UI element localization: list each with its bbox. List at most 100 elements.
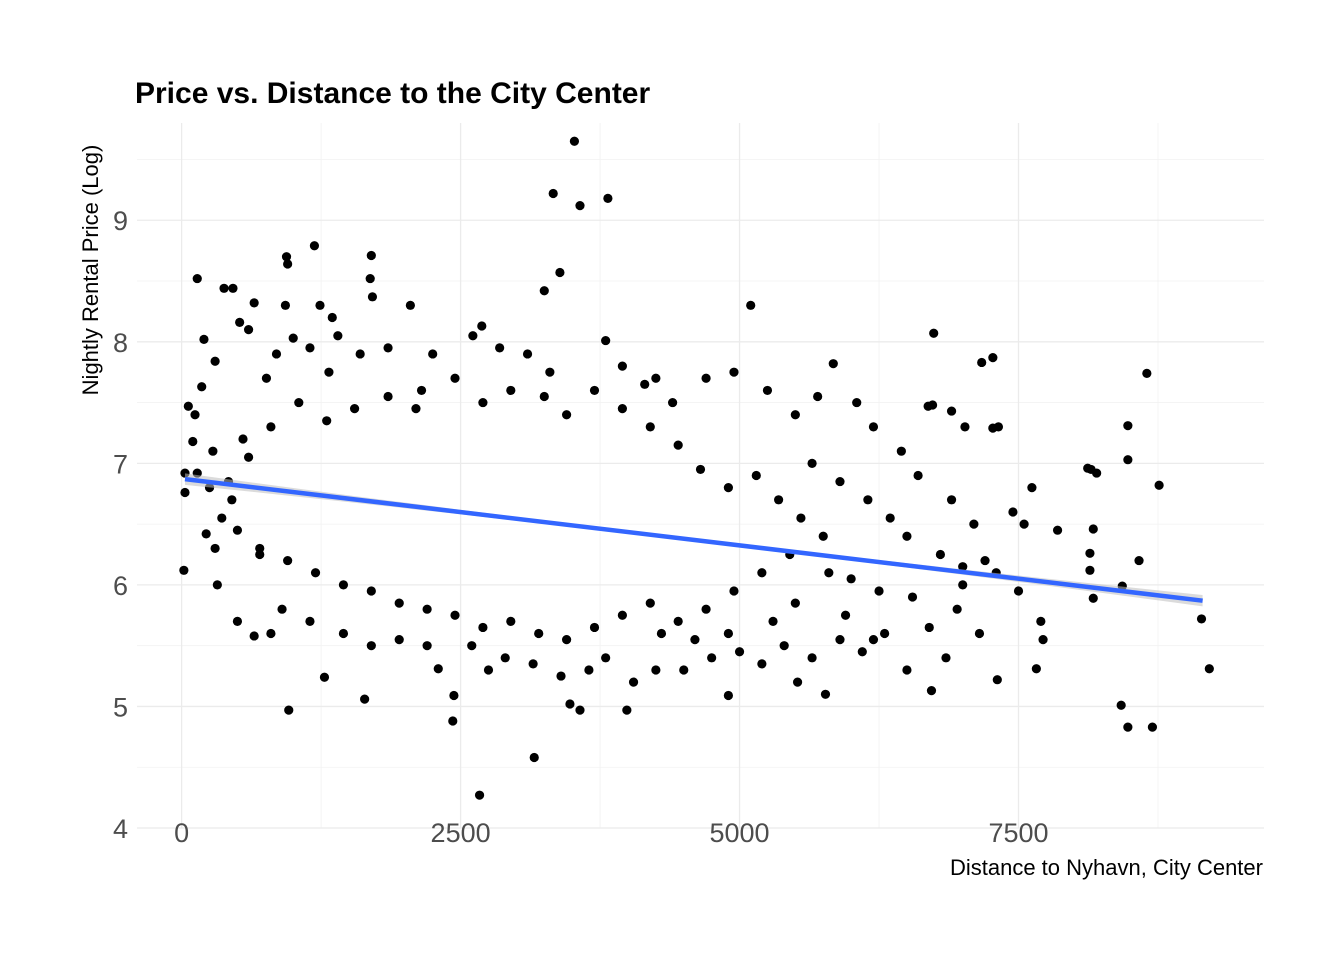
data-point [701,604,711,614]
data-point [779,641,789,651]
data-point [288,333,298,343]
x-tick-label: 0 [174,818,189,848]
data-point [813,391,823,402]
trend-line [184,476,1203,603]
data-point [707,653,717,663]
data-point [305,616,315,626]
data-point [645,598,655,608]
data-point [969,519,979,529]
data-point [506,385,516,396]
data-point [319,672,330,682]
data-point [333,331,343,341]
data-point [1085,565,1095,575]
data-point [433,664,443,674]
data-point [941,653,951,663]
data-point [1036,616,1046,626]
data-point [284,705,294,715]
data-point [857,647,867,657]
data-point [450,610,460,620]
data-point [280,300,291,310]
data-point [751,470,761,481]
data-point [896,446,906,456]
data-point [673,440,683,450]
data-point [1086,464,1096,475]
chart-title: Price vs. Distance to the City Center [135,77,650,110]
data-point [640,379,650,389]
data-point [367,292,378,302]
data-point [192,273,202,284]
data-point [645,422,655,432]
data-point [1088,593,1098,603]
data-point [338,628,349,639]
data-point [846,574,856,584]
data-point [723,483,733,493]
data-point [695,464,706,475]
data-point [980,555,990,566]
data-point [820,689,831,699]
data-point [835,476,845,487]
data-point [673,616,683,626]
data-point [277,604,287,614]
data-point [548,188,558,199]
data-point [1085,548,1095,558]
data-point [935,549,946,560]
data-point [874,586,884,596]
data-point [190,410,200,420]
data-point [249,631,259,641]
data-point [840,610,851,620]
data-point [366,250,376,261]
data-point [238,434,248,444]
data-point [1123,455,1133,465]
x-tick-label: 2500 [431,818,491,848]
x-tick-label: 5000 [710,818,770,848]
data-point [913,470,923,481]
data-point [483,665,494,675]
data-point [210,356,220,366]
y-tick-label: 7 [113,449,128,479]
data-point [478,622,488,633]
data-point [448,716,458,726]
data-point [349,404,360,414]
data-point [824,568,834,578]
data-point [212,580,222,590]
data-point [1052,525,1063,535]
data-point [495,343,505,353]
data-point [355,349,365,359]
data-point [734,647,745,657]
data-point [807,458,817,468]
data-point [589,385,600,396]
data-point [1019,519,1029,529]
y-tick-label: 8 [113,328,128,358]
data-point [656,628,667,639]
data-point [1031,664,1041,674]
data-point [309,241,320,251]
data-point [818,531,828,541]
data-point [467,641,477,651]
data-point [584,665,594,675]
data-point [232,525,243,535]
data-point [1116,700,1126,710]
data-point [651,373,661,383]
data-point [283,555,293,566]
data-point [977,357,987,368]
data-point [1038,634,1048,645]
data-point [828,359,838,369]
data-point [383,391,393,402]
data-point [952,604,962,614]
data-point [555,267,565,278]
data-point [201,529,211,539]
data-point [416,385,427,396]
data-point [266,628,276,639]
data-point [790,410,800,420]
data-point [1088,524,1098,534]
y-tick-label: 9 [113,206,128,236]
data-point [729,586,739,596]
data-point [617,404,627,414]
data-point [338,580,349,590]
data-point [255,549,265,560]
data-point [180,487,190,498]
data-point [1123,722,1133,732]
data-point [768,616,778,626]
x-axis-title: Distance to Nyhavn, City Center [950,855,1263,880]
y-tick-label: 5 [113,692,128,722]
